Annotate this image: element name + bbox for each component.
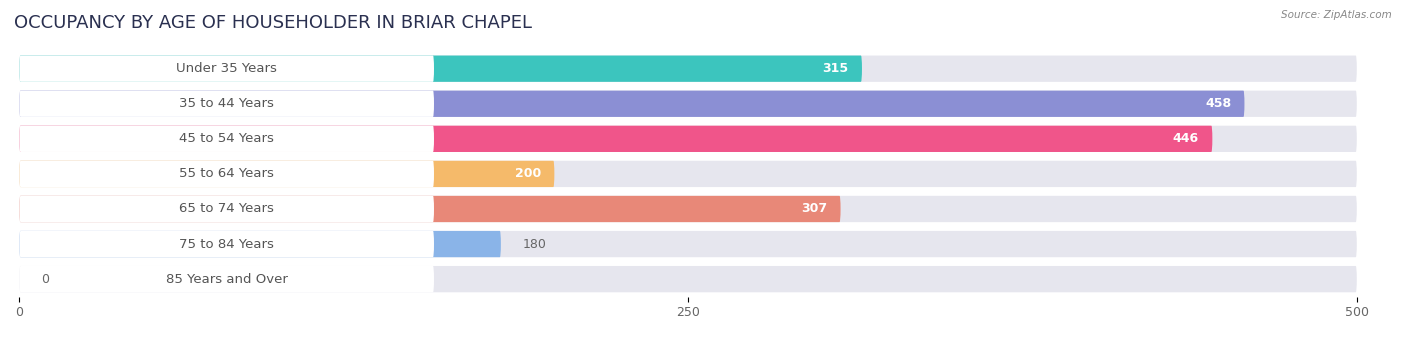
- Text: 307: 307: [801, 203, 827, 216]
- Text: Source: ZipAtlas.com: Source: ZipAtlas.com: [1281, 10, 1392, 20]
- Text: Under 35 Years: Under 35 Years: [176, 62, 277, 75]
- Text: 75 to 84 Years: 75 to 84 Years: [180, 238, 274, 251]
- FancyBboxPatch shape: [20, 161, 434, 187]
- Text: OCCUPANCY BY AGE OF HOUSEHOLDER IN BRIAR CHAPEL: OCCUPANCY BY AGE OF HOUSEHOLDER IN BRIAR…: [14, 14, 531, 31]
- FancyBboxPatch shape: [20, 91, 1357, 117]
- FancyBboxPatch shape: [20, 126, 434, 152]
- Text: 315: 315: [823, 62, 849, 75]
- FancyBboxPatch shape: [20, 196, 841, 222]
- FancyBboxPatch shape: [20, 56, 862, 82]
- Text: 35 to 44 Years: 35 to 44 Years: [180, 97, 274, 110]
- FancyBboxPatch shape: [20, 196, 1357, 222]
- FancyBboxPatch shape: [20, 126, 1357, 152]
- FancyBboxPatch shape: [20, 161, 554, 187]
- Text: 45 to 54 Years: 45 to 54 Years: [180, 132, 274, 145]
- Text: 85 Years and Over: 85 Years and Over: [166, 273, 288, 286]
- Text: 65 to 74 Years: 65 to 74 Years: [180, 203, 274, 216]
- Text: 180: 180: [522, 238, 546, 251]
- FancyBboxPatch shape: [20, 126, 1212, 152]
- FancyBboxPatch shape: [20, 231, 501, 257]
- FancyBboxPatch shape: [20, 56, 1357, 82]
- FancyBboxPatch shape: [20, 56, 434, 82]
- FancyBboxPatch shape: [20, 266, 434, 292]
- FancyBboxPatch shape: [20, 91, 434, 117]
- FancyBboxPatch shape: [20, 266, 1357, 292]
- FancyBboxPatch shape: [20, 91, 1244, 117]
- Text: 0: 0: [41, 273, 49, 286]
- Text: 200: 200: [515, 167, 541, 180]
- FancyBboxPatch shape: [20, 231, 434, 257]
- Text: 446: 446: [1173, 132, 1199, 145]
- FancyBboxPatch shape: [20, 161, 1357, 187]
- FancyBboxPatch shape: [20, 196, 434, 222]
- Text: 458: 458: [1205, 97, 1232, 110]
- FancyBboxPatch shape: [20, 231, 1357, 257]
- Text: 55 to 64 Years: 55 to 64 Years: [180, 167, 274, 180]
